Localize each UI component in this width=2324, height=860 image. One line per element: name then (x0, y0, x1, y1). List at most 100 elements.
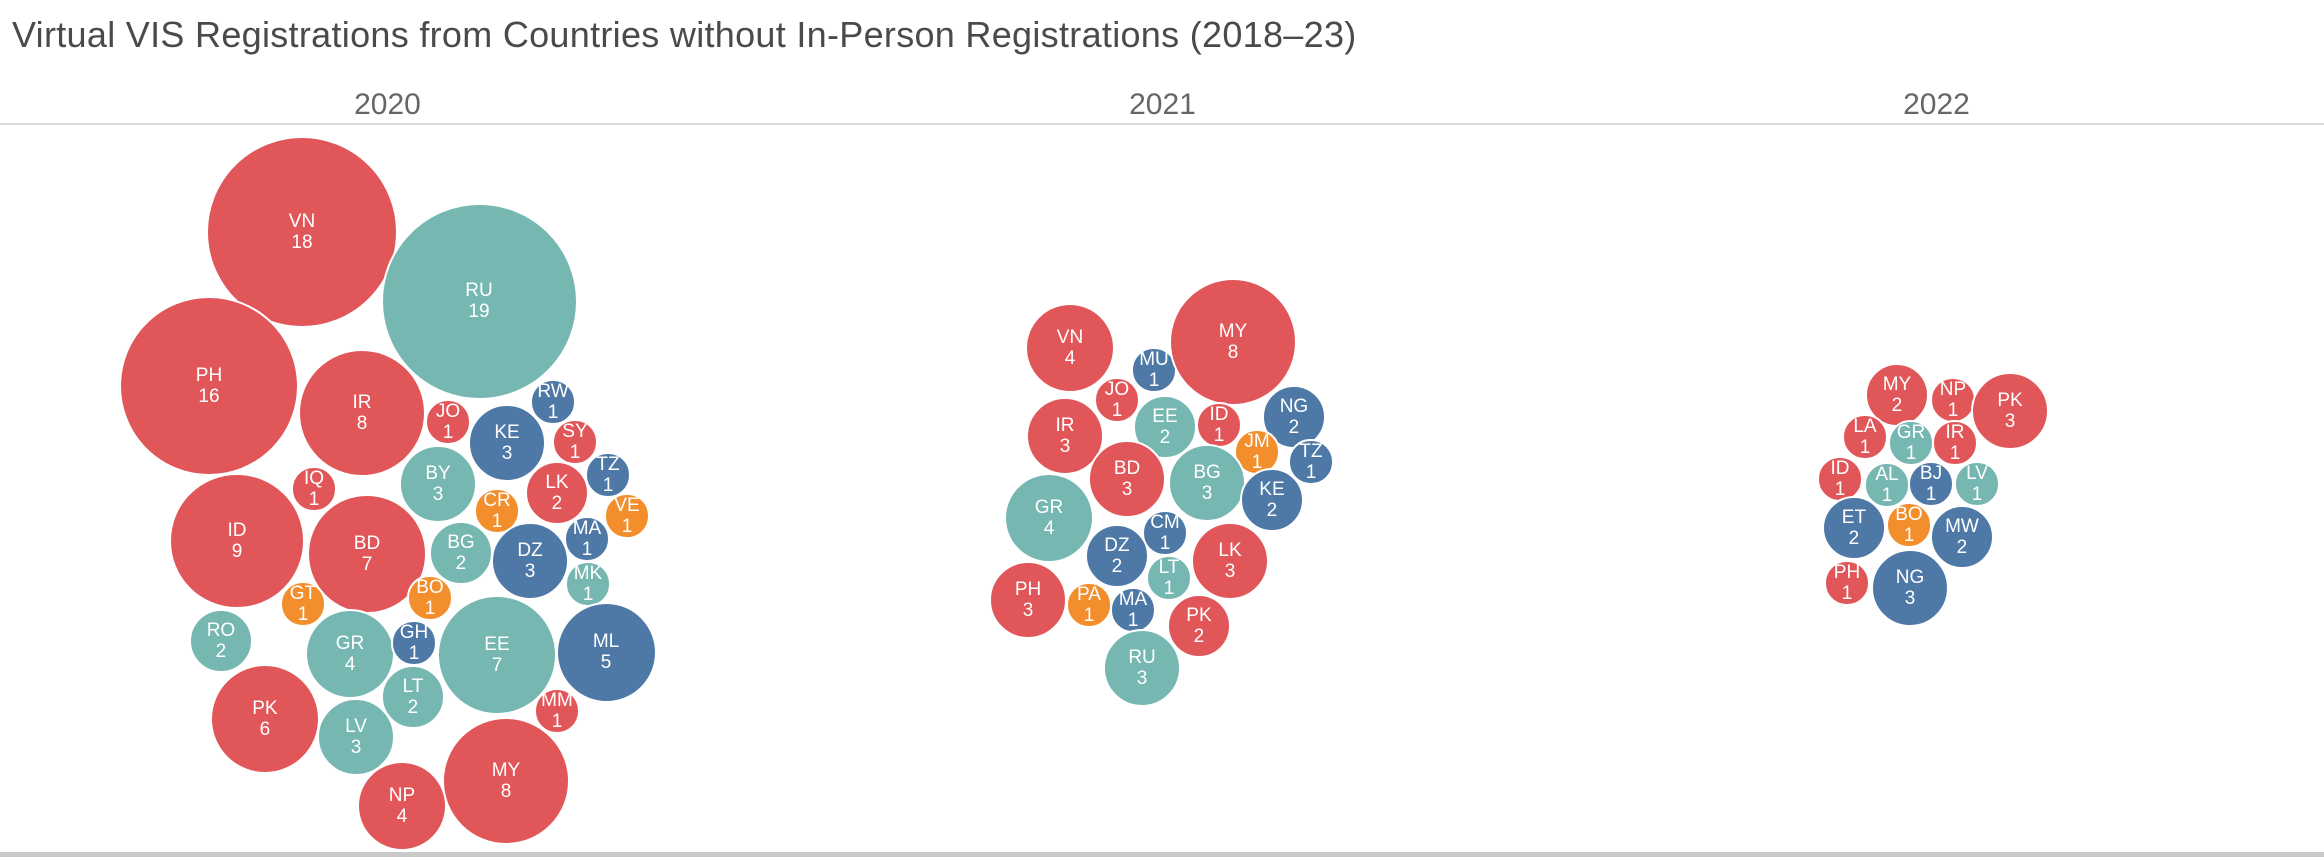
bubble-2022-MY[interactable]: MY 2 (1865, 363, 1929, 427)
bubble-2020-PK[interactable]: PK 6 (209, 663, 321, 775)
bubble-label-value: 1 (551, 710, 563, 732)
column-headers: 2020 2021 2022 (0, 88, 2324, 124)
bubble-2021-PA[interactable]: PA 1 (1066, 582, 1112, 628)
bubble-2022-NP[interactable]: NP 1 (1930, 377, 1976, 423)
bubble-2022-PK[interactable]: PK 3 (1970, 371, 2050, 451)
bubble-2021-TZ[interactable]: TZ 1 (1288, 439, 1334, 485)
bubble-label-value: 2 (1193, 625, 1205, 647)
bubble-2020-GR[interactable]: GR 4 (304, 608, 396, 700)
bubble-2021-GR[interactable]: GR 4 (1003, 472, 1095, 564)
bubble-2020-DZ[interactable]: DZ 3 (490, 521, 570, 601)
bubble-2020-LV[interactable]: LV 3 (316, 697, 396, 777)
bubble-2021-DZ[interactable]: DZ 2 (1085, 524, 1149, 588)
bubble-label-value: 18 (291, 231, 313, 253)
bubble-2022-BO[interactable]: BO 1 (1886, 502, 1932, 548)
bubble-label-code: EE (484, 633, 510, 655)
bubble-2021-VN[interactable]: VN 4 (1024, 302, 1116, 394)
bubble-label-value: 2 (407, 696, 419, 718)
bubble-label-code: TZ (596, 453, 620, 475)
bubble-2020-VN[interactable]: VN 18 (206, 136, 398, 328)
bubble-2021-KE[interactable]: KE 2 (1240, 468, 1304, 532)
bubble-label-code: BO (416, 576, 444, 598)
bubble-2022-PH[interactable]: PH 1 (1824, 560, 1870, 606)
bubble-2020-BG[interactable]: BG 2 (429, 521, 493, 585)
bubble-2021-PK[interactable]: PK 2 (1167, 594, 1231, 658)
bubble-2021-RU[interactable]: RU 3 (1102, 628, 1182, 708)
bubble-2021-LT[interactable]: LT 1 (1146, 555, 1192, 601)
bubble-label-value: 8 (500, 780, 512, 802)
bubble-label-value: 1 (1841, 582, 1853, 604)
bubble-2020-ID[interactable]: ID 9 (169, 473, 305, 609)
bubble-label-code: GR (335, 632, 365, 654)
bubble-2020-NP[interactable]: NP 4 (356, 760, 448, 852)
bubble-2022-LA[interactable]: LA 1 (1842, 414, 1888, 460)
bubble-label-value: 1 (1159, 532, 1171, 554)
bubble-2020-MY[interactable]: MY 8 (442, 717, 570, 845)
bubble-label-code: MA (1118, 588, 1148, 610)
bubble-2022-NG[interactable]: NG 3 (1870, 548, 1950, 628)
bubble-2022-MW[interactable]: MW 2 (1930, 505, 1994, 569)
bubble-label-code: PH (195, 364, 223, 386)
bubble-2021-ID[interactable]: ID 1 (1196, 402, 1242, 448)
bubble-2020-GH[interactable]: GH 1 (391, 620, 437, 666)
bubble-2021-BG[interactable]: BG 3 (1167, 443, 1247, 523)
bubble-2020-RW[interactable]: RW 1 (530, 379, 576, 425)
bubble-2022-IR[interactable]: IR 1 (1932, 420, 1978, 466)
bubble-2021-MY[interactable]: MY 8 (1169, 278, 1297, 406)
bubble-2022-LV[interactable]: LV 1 (1954, 461, 2000, 507)
bubble-2021-BD[interactable]: BD 3 (1087, 439, 1167, 519)
bubble-2020-RO[interactable]: RO 2 (189, 609, 253, 673)
bubble-2020-LK[interactable]: LK 2 (525, 461, 589, 525)
bubble-label-value: 1 (1111, 399, 1123, 421)
bubble-2020-IQ[interactable]: IQ 1 (291, 466, 337, 512)
bubble-label-code: NP (388, 784, 416, 806)
bubble-label-value: 1 (1834, 478, 1846, 500)
bubble-2021-MU[interactable]: MU 1 (1131, 347, 1177, 393)
bubble-label-value: 1 (582, 583, 594, 605)
bubble-2020-GT[interactable]: GT 1 (280, 581, 326, 627)
bubble-label-code: CM (1150, 511, 1180, 533)
bubble-2021-JO[interactable]: JO 1 (1094, 377, 1140, 423)
bubble-2020-IR[interactable]: IR 8 (298, 349, 426, 477)
bubble-2022-ID[interactable]: ID 1 (1817, 456, 1863, 502)
bubble-label-code: PK (1997, 390, 2023, 412)
bubble-label-code: MY (491, 759, 521, 781)
bubble-label-code: JO (435, 400, 461, 422)
bubble-2020-LT[interactable]: LT 2 (381, 665, 445, 729)
bubble-2022-AL[interactable]: AL 1 (1864, 462, 1910, 508)
bubble-label-value: 7 (361, 553, 373, 575)
bubble-2020-MA[interactable]: MA 1 (564, 516, 610, 562)
bubble-label-code: PH (1833, 561, 1861, 583)
bubble-label-value: 1 (491, 510, 503, 532)
bubble-2020-RU[interactable]: RU 19 (380, 202, 578, 400)
bubble-2021-LK[interactable]: LK 3 (1190, 521, 1270, 601)
bubble-2020-PH[interactable]: PH 16 (118, 295, 300, 477)
bubble-2021-PH[interactable]: PH 3 (988, 560, 1068, 640)
bubble-2020-MM[interactable]: MM 1 (534, 688, 580, 734)
bubble-2022-GR[interactable]: GR 1 (1888, 420, 1934, 466)
bubble-2021-MA[interactable]: MA 1 (1110, 587, 1156, 633)
bubble-label-code: BY (425, 463, 451, 485)
bubble-2020-BY[interactable]: BY 3 (398, 444, 478, 524)
bubble-label-value: 19 (468, 301, 490, 322)
bubble-2020-ML[interactable]: ML 5 (555, 601, 657, 703)
bubble-label-value: 1 (1881, 484, 1893, 506)
bubble-2020-TZ[interactable]: TZ 1 (585, 452, 631, 498)
bubble-2020-KE[interactable]: KE 3 (467, 403, 547, 483)
bubble-2022-BJ[interactable]: BJ 1 (1908, 461, 1954, 507)
bubble-label-value: 1 (621, 515, 633, 537)
bubble-label-value: 2 (1266, 499, 1278, 521)
bubble-label-value: 3 (1059, 436, 1071, 458)
bubble-label-code: PH (1014, 579, 1042, 601)
bubble-label-code: MM (541, 689, 573, 711)
bubble-2022-ET[interactable]: ET 2 (1822, 496, 1886, 560)
bubble-2021-CM[interactable]: CM 1 (1142, 510, 1188, 556)
bubble-2020-VE[interactable]: VE 1 (604, 493, 650, 539)
bubble-label-code: GR (1034, 496, 1064, 518)
bubble-2020-BO[interactable]: BO 1 (407, 575, 453, 621)
bubble-2020-EE[interactable]: EE 7 (437, 595, 557, 715)
bubble-2020-SY[interactable]: SY 1 (552, 419, 598, 465)
bubble-2020-JO[interactable]: JO 1 (425, 399, 471, 445)
bubble-label-value: 3 (1904, 588, 1916, 610)
bubble-2020-MK[interactable]: MK 1 (565, 561, 611, 607)
